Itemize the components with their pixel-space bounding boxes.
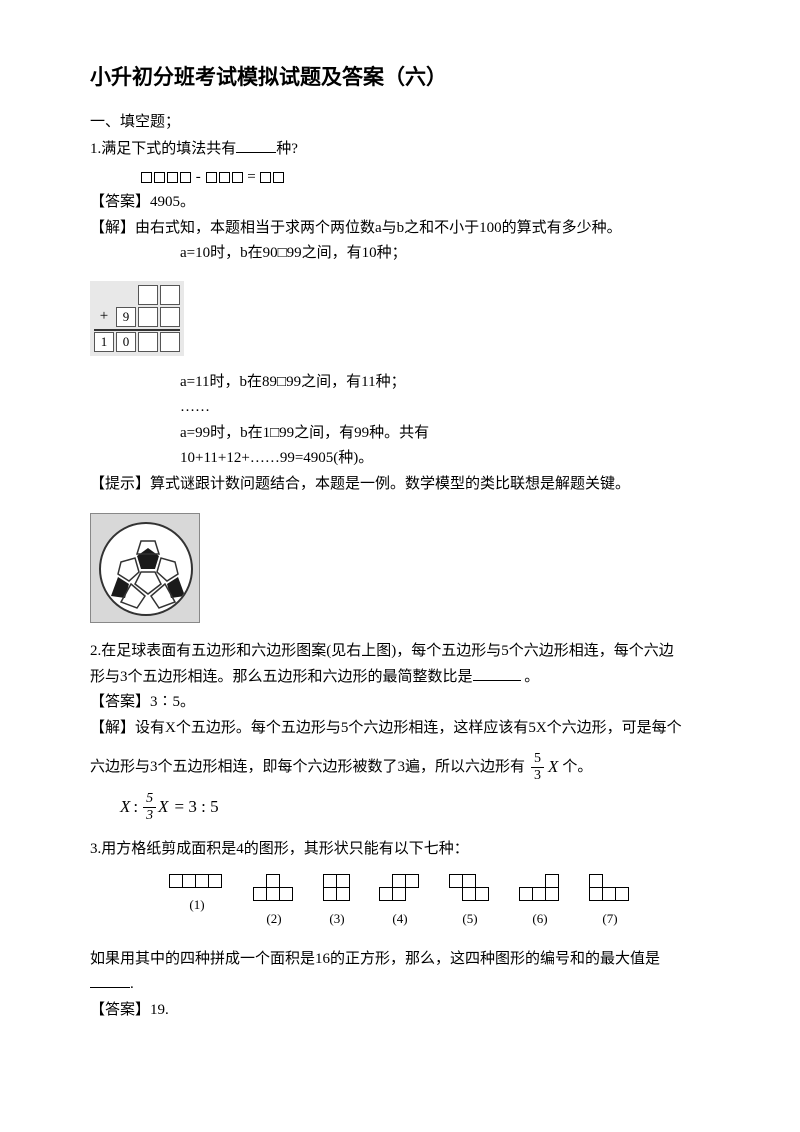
page-title: 小升初分班考试模拟试题及答案（六） [90, 60, 710, 96]
answer-value: 4905。 [150, 194, 195, 210]
q1-cont-line2: a=99时，b在1□99之间，有99种。共有 [180, 421, 710, 447]
soccer-ball-image [90, 513, 200, 623]
box-group-1 [140, 165, 192, 191]
q3-blank [90, 973, 130, 988]
answer-value: 19. [150, 1002, 169, 1018]
solution-text1: 设有X个五边形。每个五边形与5个六边形相连，这样应该有5X个六边形，可是每个 [135, 720, 682, 736]
q2-sol-2a: 六边形与3个五边形相连，即每个六边形被数了3遍，所以六边形有 [90, 755, 525, 781]
q1-tip: 【提示】算式谜跟计数问题结合，本题是一例。数学模型的类比联想是解题关键。 [90, 472, 710, 498]
digit-0: 0 [116, 332, 136, 352]
tetromino-5: (5) [449, 874, 491, 930]
answer-value: 3∶5。 [150, 694, 195, 710]
tet-label-5: (5) [462, 908, 477, 930]
q1-solution: 【解】由右式知，本题相当于求两个两位数a与b之和不小于100的算式有多少种。 [90, 216, 710, 242]
q2-tail: 。 [524, 669, 539, 685]
answer-label: 【答案】 [90, 694, 150, 710]
q1-tail: 种? [276, 141, 298, 157]
frac-den: 3 [531, 768, 544, 783]
q2-line2-text: 形与3个五边形相连。那么五边形和六边形的最简整数比是 [90, 669, 473, 685]
q1-text: 1.满足下式的填法共有 [90, 141, 236, 157]
q2-line1: 2.在足球表面有五边形和六边形图案(见右上图)，每个五边形与5个六边形相连，每个… [90, 639, 710, 665]
q2-sol-2b: 个。 [562, 755, 592, 781]
tet-label-7: (7) [602, 908, 617, 930]
soccer-pattern-icon [101, 524, 193, 616]
q2-solution: 【解】设有X个五边形。每个五边形与5个六边形相连，这样应该有5X个六边形，可是每… [90, 716, 710, 742]
tip-label: 【提示】 [90, 476, 150, 492]
q2-line2: 形与3个五边形相连。那么五边形和六边形的最简整数比是 。 [90, 665, 710, 691]
box-group-3 [259, 165, 285, 191]
box-group-2 [205, 165, 244, 191]
q2-formula: X : 53 X = 3 : 5 [120, 791, 710, 823]
solution-label: 【解】 [90, 220, 135, 236]
q1-cont-dots: …… [180, 395, 710, 421]
answer-label: 【答案】 [90, 194, 150, 210]
section-header: 一、填空题； [90, 110, 710, 136]
frac-num: 5 [531, 751, 544, 767]
q1-boxes-line: - = [140, 165, 710, 191]
frac-x: X [548, 753, 558, 782]
q1-cont-line3: 10+11+12+……99=4905(种)。 [180, 446, 710, 472]
plus-sign: + [94, 307, 114, 327]
q1-cont-line1: a=11时，b在89□99之间，有11种； [180, 370, 710, 396]
tet-label-6: (6) [532, 908, 547, 930]
q1-blank [236, 138, 276, 153]
tetromino-7: (7) [589, 874, 631, 930]
q2-answer: 【答案】3∶5。 [90, 690, 710, 716]
solution-label: 【解】 [90, 720, 135, 736]
tetromino-2: (2) [253, 874, 295, 930]
q2-blank [473, 666, 521, 681]
tetromino-4: (4) [379, 874, 421, 930]
q3-blank-line: . [90, 972, 710, 998]
formula-frac: 53 [143, 791, 156, 823]
q3-tail: . [130, 976, 134, 992]
q1-line: 1.满足下式的填法共有 种? [90, 137, 710, 163]
tip-text: 算式谜跟计数问题结合，本题是一例。数学模型的类比联想是解题关键。 [150, 476, 630, 492]
tetromino-3: (3) [323, 874, 351, 930]
tet-label-3: (3) [329, 908, 344, 930]
addition-diagram: + 9 1 0 [90, 281, 184, 356]
digit-9: 9 [116, 307, 136, 327]
formula-x2: X [158, 793, 168, 822]
q1-sol-line2: a=10时，b在90□99之间，有10种； [180, 241, 710, 267]
tetromino-6: (6) [519, 874, 561, 930]
tet-label-1: (1) [189, 894, 204, 916]
q1-answer: 【答案】4905。 [90, 190, 710, 216]
formula-eq: = 3 : 5 [175, 793, 219, 822]
q3-answer: 【答案】19. [90, 998, 710, 1024]
answer-label: 【答案】 [90, 1002, 150, 1018]
q3-line: 3.用方格纸剪成面积是4的图形，其形状只能有以下七种： [90, 837, 710, 863]
q3-line2: 如果用其中的四种拼成一个面积是16的正方形，那么，这四种图形的编号和的最大值是 [90, 947, 710, 973]
formula-colon: : [133, 793, 138, 822]
tetromino-row: (1) (2) (3) (4) (5) [90, 874, 710, 930]
digit-1: 1 [94, 332, 114, 352]
tetromino-1: (1) [169, 874, 225, 930]
formula-x: X [120, 793, 130, 822]
solution-text: 由右式知，本题相当于求两个两位数a与b之和不小于100的算式有多少种。 [135, 220, 622, 236]
fraction-5-3-x: 53X [529, 751, 558, 783]
tet-label-2: (2) [266, 908, 281, 930]
q2-solution-line2: 六边形与3个五边形相连，即每个六边形被数了3遍，所以六边形有 53X 个。 [90, 751, 710, 783]
tet-label-4: (4) [392, 908, 407, 930]
